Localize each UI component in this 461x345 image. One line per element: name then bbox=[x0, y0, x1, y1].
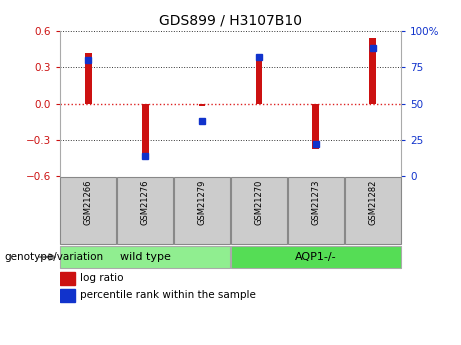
Bar bbox=[85, 53, 92, 104]
Bar bbox=[142, 104, 148, 155]
FancyBboxPatch shape bbox=[60, 246, 230, 268]
FancyBboxPatch shape bbox=[118, 177, 173, 244]
FancyBboxPatch shape bbox=[231, 246, 401, 268]
FancyBboxPatch shape bbox=[288, 177, 343, 244]
FancyBboxPatch shape bbox=[231, 177, 287, 244]
FancyBboxPatch shape bbox=[345, 177, 401, 244]
Bar bbox=[60, 289, 75, 302]
Bar bbox=[199, 104, 206, 106]
Bar bbox=[313, 104, 319, 149]
Text: GSM21282: GSM21282 bbox=[368, 179, 377, 225]
Text: GSM21279: GSM21279 bbox=[198, 179, 207, 225]
Bar bbox=[369, 38, 376, 104]
Title: GDS899 / H3107B10: GDS899 / H3107B10 bbox=[159, 13, 302, 27]
Text: GSM21273: GSM21273 bbox=[311, 179, 320, 225]
Text: log ratio: log ratio bbox=[80, 273, 124, 283]
FancyBboxPatch shape bbox=[174, 177, 230, 244]
Bar bbox=[60, 272, 75, 285]
Text: AQP1-/-: AQP1-/- bbox=[295, 252, 337, 262]
Text: GSM21266: GSM21266 bbox=[84, 179, 93, 225]
Text: GSM21276: GSM21276 bbox=[141, 179, 150, 225]
Text: GSM21270: GSM21270 bbox=[254, 179, 263, 225]
Bar bbox=[255, 58, 262, 104]
FancyBboxPatch shape bbox=[60, 177, 116, 244]
Text: wild type: wild type bbox=[120, 252, 171, 262]
Text: genotype/variation: genotype/variation bbox=[5, 252, 104, 262]
Text: percentile rank within the sample: percentile rank within the sample bbox=[80, 290, 256, 300]
